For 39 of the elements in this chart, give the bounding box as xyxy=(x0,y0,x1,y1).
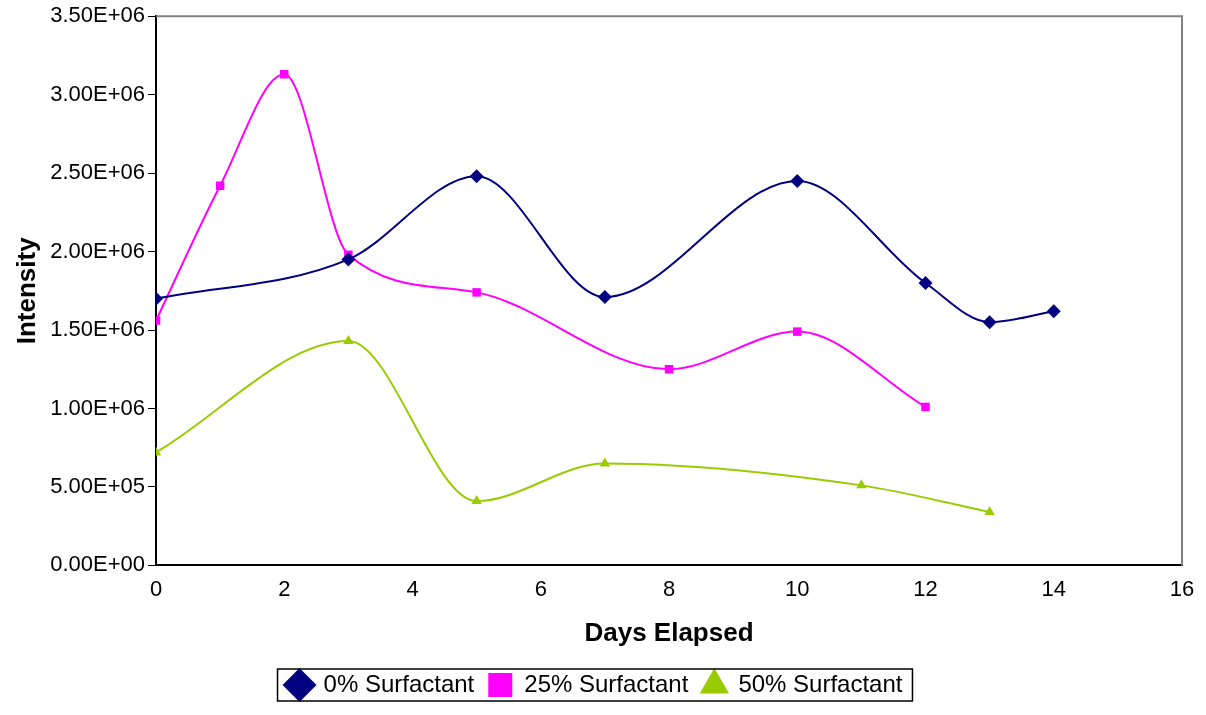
y-axis-title: Intensity xyxy=(10,236,41,345)
point xyxy=(472,288,481,297)
point xyxy=(982,315,997,330)
x-tick-label: 16 xyxy=(1169,575,1195,601)
y-tick-label: 5.00E+05 xyxy=(50,473,146,499)
point xyxy=(597,290,612,305)
point xyxy=(599,457,611,467)
point xyxy=(664,365,674,374)
y-tick-label: 2.50E+06 xyxy=(50,159,146,185)
point xyxy=(280,70,289,79)
x-tick-label: 6 xyxy=(534,575,547,601)
x-axis-title: Days Elapsed xyxy=(584,616,754,647)
legend-label: 0% Surfactant xyxy=(323,669,475,697)
point xyxy=(918,275,933,290)
legend-label: 50% Surfactant xyxy=(738,669,903,697)
y-tick-label: 2.00E+06 xyxy=(50,237,146,263)
point xyxy=(469,169,484,184)
point xyxy=(343,335,354,345)
point xyxy=(215,181,225,190)
y-tick-label: 0.00E+00 xyxy=(50,551,146,577)
point xyxy=(471,495,482,505)
x-tick-label: 2 xyxy=(278,575,291,601)
x-tick-label: 14 xyxy=(1041,575,1066,601)
x-tick-label: 8 xyxy=(662,575,676,601)
point xyxy=(1046,304,1061,319)
point xyxy=(921,402,930,412)
legend-label: 25% Surfactant xyxy=(524,669,689,697)
point xyxy=(341,252,356,267)
y-tick-label: 3.00E+06 xyxy=(50,80,146,106)
x-tick-label: 10 xyxy=(785,575,810,601)
point xyxy=(790,173,805,188)
x-tick-label: 4 xyxy=(406,575,419,601)
x-tick-label: 12 xyxy=(913,575,938,601)
point xyxy=(793,327,802,336)
point xyxy=(984,506,995,516)
y-tick-label: 3.50E+06 xyxy=(50,2,146,28)
y-tick-label: 1.50E+06 xyxy=(50,316,146,342)
x-tick-label: 0 xyxy=(149,575,163,601)
y-tick-label: 1.00E+06 xyxy=(50,394,146,420)
